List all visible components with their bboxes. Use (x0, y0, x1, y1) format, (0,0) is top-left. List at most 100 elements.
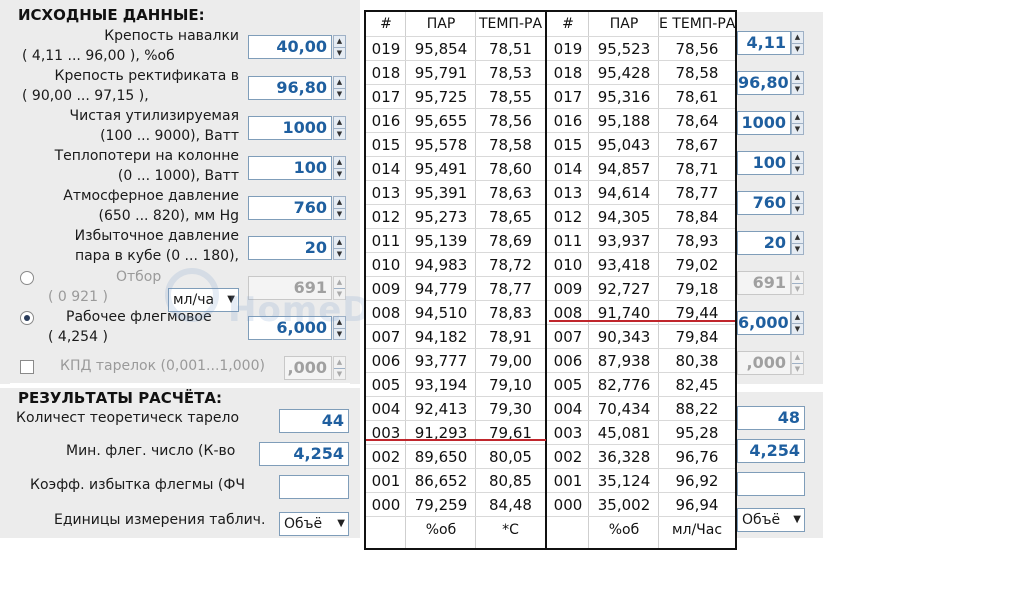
right-otbor-spinner[interactable]: ▲ ▼ (791, 271, 804, 295)
table-cell: 95,043 (597, 136, 651, 154)
table-cell: 78,84 (675, 208, 719, 226)
atm-pressure-spinner[interactable]: ▲ ▼ (333, 196, 346, 220)
spin-up-icon[interactable]: ▲ (334, 157, 345, 169)
right-heatloss[interactable]: 100 (737, 151, 791, 175)
excess-pressure-range: пара в кубе (0 ... 180), (74, 248, 239, 264)
spin-up-icon[interactable]: ▲ (792, 232, 803, 244)
right-atm-pressure[interactable]: 760 (737, 191, 791, 215)
right-theor-plates: 48 (737, 406, 805, 430)
spin-up-icon[interactable]: ▲ (334, 36, 345, 48)
spin-up-icon[interactable]: ▲ (792, 72, 803, 84)
table-units-select[interactable]: Объё ▼ (279, 512, 349, 536)
working-reflux-radio[interactable] (20, 311, 34, 325)
spin-down-icon[interactable]: ▼ (794, 245, 801, 253)
table-cell: 93,194 (414, 376, 468, 394)
chevron-down-icon[interactable]: ▼ (337, 518, 345, 529)
spin-down-icon[interactable]: ▼ (794, 125, 801, 133)
spin-down-icon[interactable]: ▼ (336, 370, 343, 378)
otbor-input[interactable]: 691 (248, 276, 332, 300)
heatloss-input[interactable]: 100 (248, 156, 332, 180)
working-reflux-input[interactable]: 6,000 (248, 316, 332, 340)
right-power[interactable]: 1000 (737, 111, 791, 135)
table-cell: 78,58 (489, 136, 532, 154)
spin-up-icon[interactable]: ▲ (792, 272, 803, 284)
right-excess-pressure-spinner[interactable]: ▲ ▼ (791, 231, 804, 255)
table-cell: 82,45 (675, 376, 719, 394)
right-kpd[interactable]: ,000 (737, 351, 791, 375)
otbor-radio[interactable] (20, 271, 34, 285)
spin-up-icon[interactable]: ▲ (792, 312, 803, 324)
otbor-spinner[interactable]: ▲ ▼ (333, 276, 346, 300)
spin-up-icon[interactable]: ▲ (792, 112, 803, 124)
spin-down-icon[interactable]: ▼ (336, 170, 343, 178)
kpd-input[interactable]: ,000 (284, 356, 332, 380)
spin-up-icon[interactable]: ▲ (792, 152, 803, 164)
power-input[interactable]: 1000 (248, 116, 332, 140)
kpd-checkbox[interactable] (20, 360, 34, 374)
excess-pressure-label: Избыточное давление (74, 228, 239, 244)
strength-load-spinner[interactable]: ▲ ▼ (333, 35, 346, 59)
right-atm-pressure-spinner[interactable]: ▲ ▼ (791, 191, 804, 215)
spin-down-icon[interactable]: ▼ (336, 49, 343, 57)
right-power-spinner[interactable]: ▲ ▼ (791, 111, 804, 135)
strength-load-label: Крепость навалки (104, 28, 239, 44)
spin-down-icon[interactable]: ▼ (794, 165, 801, 173)
right-strength-rect-spinner[interactable]: ▲ ▼ (791, 71, 804, 95)
right-strength-load[interactable]: 4,11 (737, 31, 791, 55)
atm-pressure-input[interactable]: 760 (248, 196, 332, 220)
excess-pressure-input[interactable]: 20 (248, 236, 332, 260)
column-header: Е ТЕМП-РА (659, 16, 735, 32)
row-divider (366, 204, 545, 205)
spin-up-icon[interactable]: ▲ (334, 317, 345, 329)
spin-up-icon[interactable]: ▲ (334, 197, 345, 209)
spin-up-icon[interactable]: ▲ (792, 352, 803, 364)
spin-up-icon[interactable]: ▲ (334, 77, 345, 89)
spin-down-icon[interactable]: ▼ (794, 205, 801, 213)
right-strength-load-spinner[interactable]: ▲ ▼ (791, 31, 804, 55)
right-table-units-select[interactable]: Объё ▼ (737, 508, 805, 532)
table-cell: 35,002 (597, 496, 651, 514)
right-kpd-spinner[interactable]: ▲ ▼ (791, 351, 804, 375)
spin-down-icon[interactable]: ▼ (794, 285, 801, 293)
table-cell: 87,938 (597, 352, 651, 370)
spin-down-icon[interactable]: ▼ (794, 325, 801, 333)
strength-rect-input[interactable]: 96,80 (248, 76, 332, 100)
spin-down-icon[interactable]: ▼ (794, 365, 801, 373)
row-divider (366, 300, 545, 301)
right-working-reflux-spinner[interactable]: ▲ ▼ (791, 311, 804, 335)
chevron-down-icon[interactable]: ▼ (793, 514, 801, 525)
spin-down-icon[interactable]: ▼ (336, 210, 343, 218)
spin-down-icon[interactable]: ▼ (336, 250, 343, 258)
working-reflux-spinner[interactable]: ▲ ▼ (333, 316, 346, 340)
spin-up-icon[interactable]: ▲ (792, 192, 803, 204)
strength-load-input[interactable]: 40,00 (248, 35, 332, 59)
spin-down-icon[interactable]: ▼ (336, 130, 343, 138)
table-cell: 008 (553, 304, 583, 322)
spin-down-icon[interactable]: ▼ (336, 290, 343, 298)
row-divider (366, 468, 545, 469)
excess-pressure-spinner[interactable]: ▲ ▼ (333, 236, 346, 260)
table-units-value: Объё (284, 516, 323, 532)
kpd-spinner[interactable]: ▲ ▼ (333, 356, 346, 380)
power-spinner[interactable]: ▲ ▼ (333, 116, 346, 140)
right-otbor[interactable]: 691 (737, 271, 791, 295)
spin-up-icon[interactable]: ▲ (334, 117, 345, 129)
spin-up-icon[interactable]: ▲ (334, 277, 345, 289)
spin-down-icon[interactable]: ▼ (794, 45, 801, 53)
spin-down-icon[interactable]: ▼ (336, 330, 343, 338)
right-strength-rect[interactable]: 96,80 (737, 71, 791, 95)
spin-up-icon[interactable]: ▲ (334, 357, 345, 369)
table-cell: 002 (371, 448, 401, 466)
spin-down-icon[interactable]: ▼ (794, 85, 801, 93)
right-heatloss-spinner[interactable]: ▲ ▼ (791, 151, 804, 175)
reflux-excess-label: Коэфф. избытка флегмы (ФЧ (30, 477, 245, 493)
chevron-down-icon[interactable]: ▼ (227, 294, 235, 305)
right-working-reflux[interactable]: 6,000 (737, 311, 791, 335)
table-cell: 78,77 (489, 280, 532, 298)
heatloss-spinner[interactable]: ▲ ▼ (333, 156, 346, 180)
strength-rect-spinner[interactable]: ▲ ▼ (333, 76, 346, 100)
spin-down-icon[interactable]: ▼ (336, 90, 343, 98)
spin-up-icon[interactable]: ▲ (334, 237, 345, 249)
right-excess-pressure[interactable]: 20 (737, 231, 791, 255)
spin-up-icon[interactable]: ▲ (792, 32, 803, 44)
